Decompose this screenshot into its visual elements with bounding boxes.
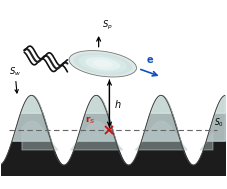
Text: $S_0$: $S_0$ <box>214 116 224 129</box>
Text: $S_p$: $S_p$ <box>102 19 113 32</box>
Text: $h$: $h$ <box>114 98 121 110</box>
Text: $S_w$: $S_w$ <box>9 66 21 78</box>
Ellipse shape <box>85 57 120 70</box>
Ellipse shape <box>79 55 127 73</box>
Ellipse shape <box>73 53 133 75</box>
Text: $\mathbf{r}_S$: $\mathbf{r}_S$ <box>84 115 95 126</box>
Text: $\mathbf{e}$: $\mathbf{e}$ <box>146 55 154 65</box>
Ellipse shape <box>69 51 136 77</box>
Ellipse shape <box>93 60 113 68</box>
